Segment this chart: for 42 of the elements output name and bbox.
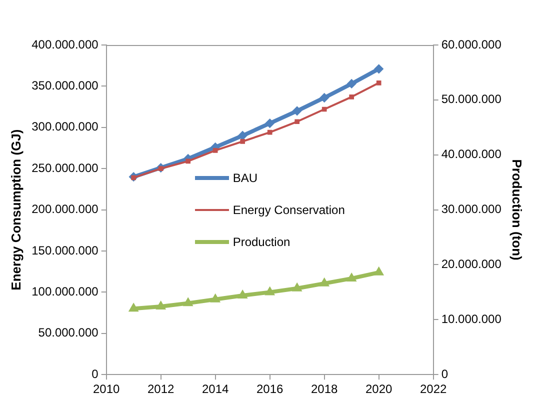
y-tick-label: 400.000.000 bbox=[32, 37, 99, 52]
point bbox=[240, 138, 245, 144]
y2-tick-label: 50.000.000 bbox=[441, 92, 502, 106]
point bbox=[294, 119, 300, 124]
point bbox=[267, 130, 272, 135]
y-tick-label: 0 bbox=[92, 366, 99, 381]
y2-tick-label: 30.000.000 bbox=[441, 202, 502, 216]
y2-tick-label: 10.000.000 bbox=[441, 312, 502, 326]
y-axis-title: Energy Consumption (GJ) bbox=[8, 129, 24, 290]
x-tick-label: 2014 bbox=[202, 382, 230, 396]
point bbox=[376, 80, 382, 86]
y-tick-label: 350.000.000 bbox=[32, 78, 99, 93]
x-tick-label: 2016 bbox=[256, 382, 284, 396]
point bbox=[348, 80, 356, 88]
x-tick-label: 2018 bbox=[310, 382, 338, 396]
legend-label: Energy Conservation bbox=[232, 202, 345, 217]
x-tick-label: 2022 bbox=[420, 382, 448, 396]
y2-tick-label: 60.000.000 bbox=[441, 37, 502, 52]
point bbox=[374, 64, 383, 73]
point bbox=[349, 94, 354, 100]
point bbox=[322, 106, 327, 112]
y2-tick-label: 40.000.000 bbox=[441, 147, 502, 162]
y-tick-label: 100.000.000 bbox=[32, 284, 99, 299]
y2-tick-label: 0 bbox=[441, 366, 448, 381]
y-tick-label: 250.000.000 bbox=[32, 160, 99, 175]
y-tick-label: 150.000.000 bbox=[32, 243, 99, 258]
y-tick-label: 300.000.000 bbox=[32, 120, 99, 134]
point bbox=[320, 94, 328, 102]
y2-tick-label: 20.000.000 bbox=[441, 257, 502, 272]
y-tick-label: 50.000.000 bbox=[38, 326, 99, 340]
legend-label: BAU bbox=[232, 170, 258, 185]
y2-axis-title: Production (ton) bbox=[510, 159, 525, 260]
point bbox=[186, 158, 190, 164]
point bbox=[238, 132, 247, 140]
y-tick-label: 200.000.000 bbox=[32, 202, 99, 216]
x-tick-label: 2012 bbox=[147, 382, 175, 396]
x-tick-label: 2010 bbox=[92, 382, 120, 396]
point bbox=[212, 148, 218, 153]
x-tick-label: 2020 bbox=[365, 382, 393, 396]
point bbox=[293, 106, 302, 115]
legend-label: Production bbox=[232, 234, 290, 249]
point bbox=[266, 119, 274, 128]
